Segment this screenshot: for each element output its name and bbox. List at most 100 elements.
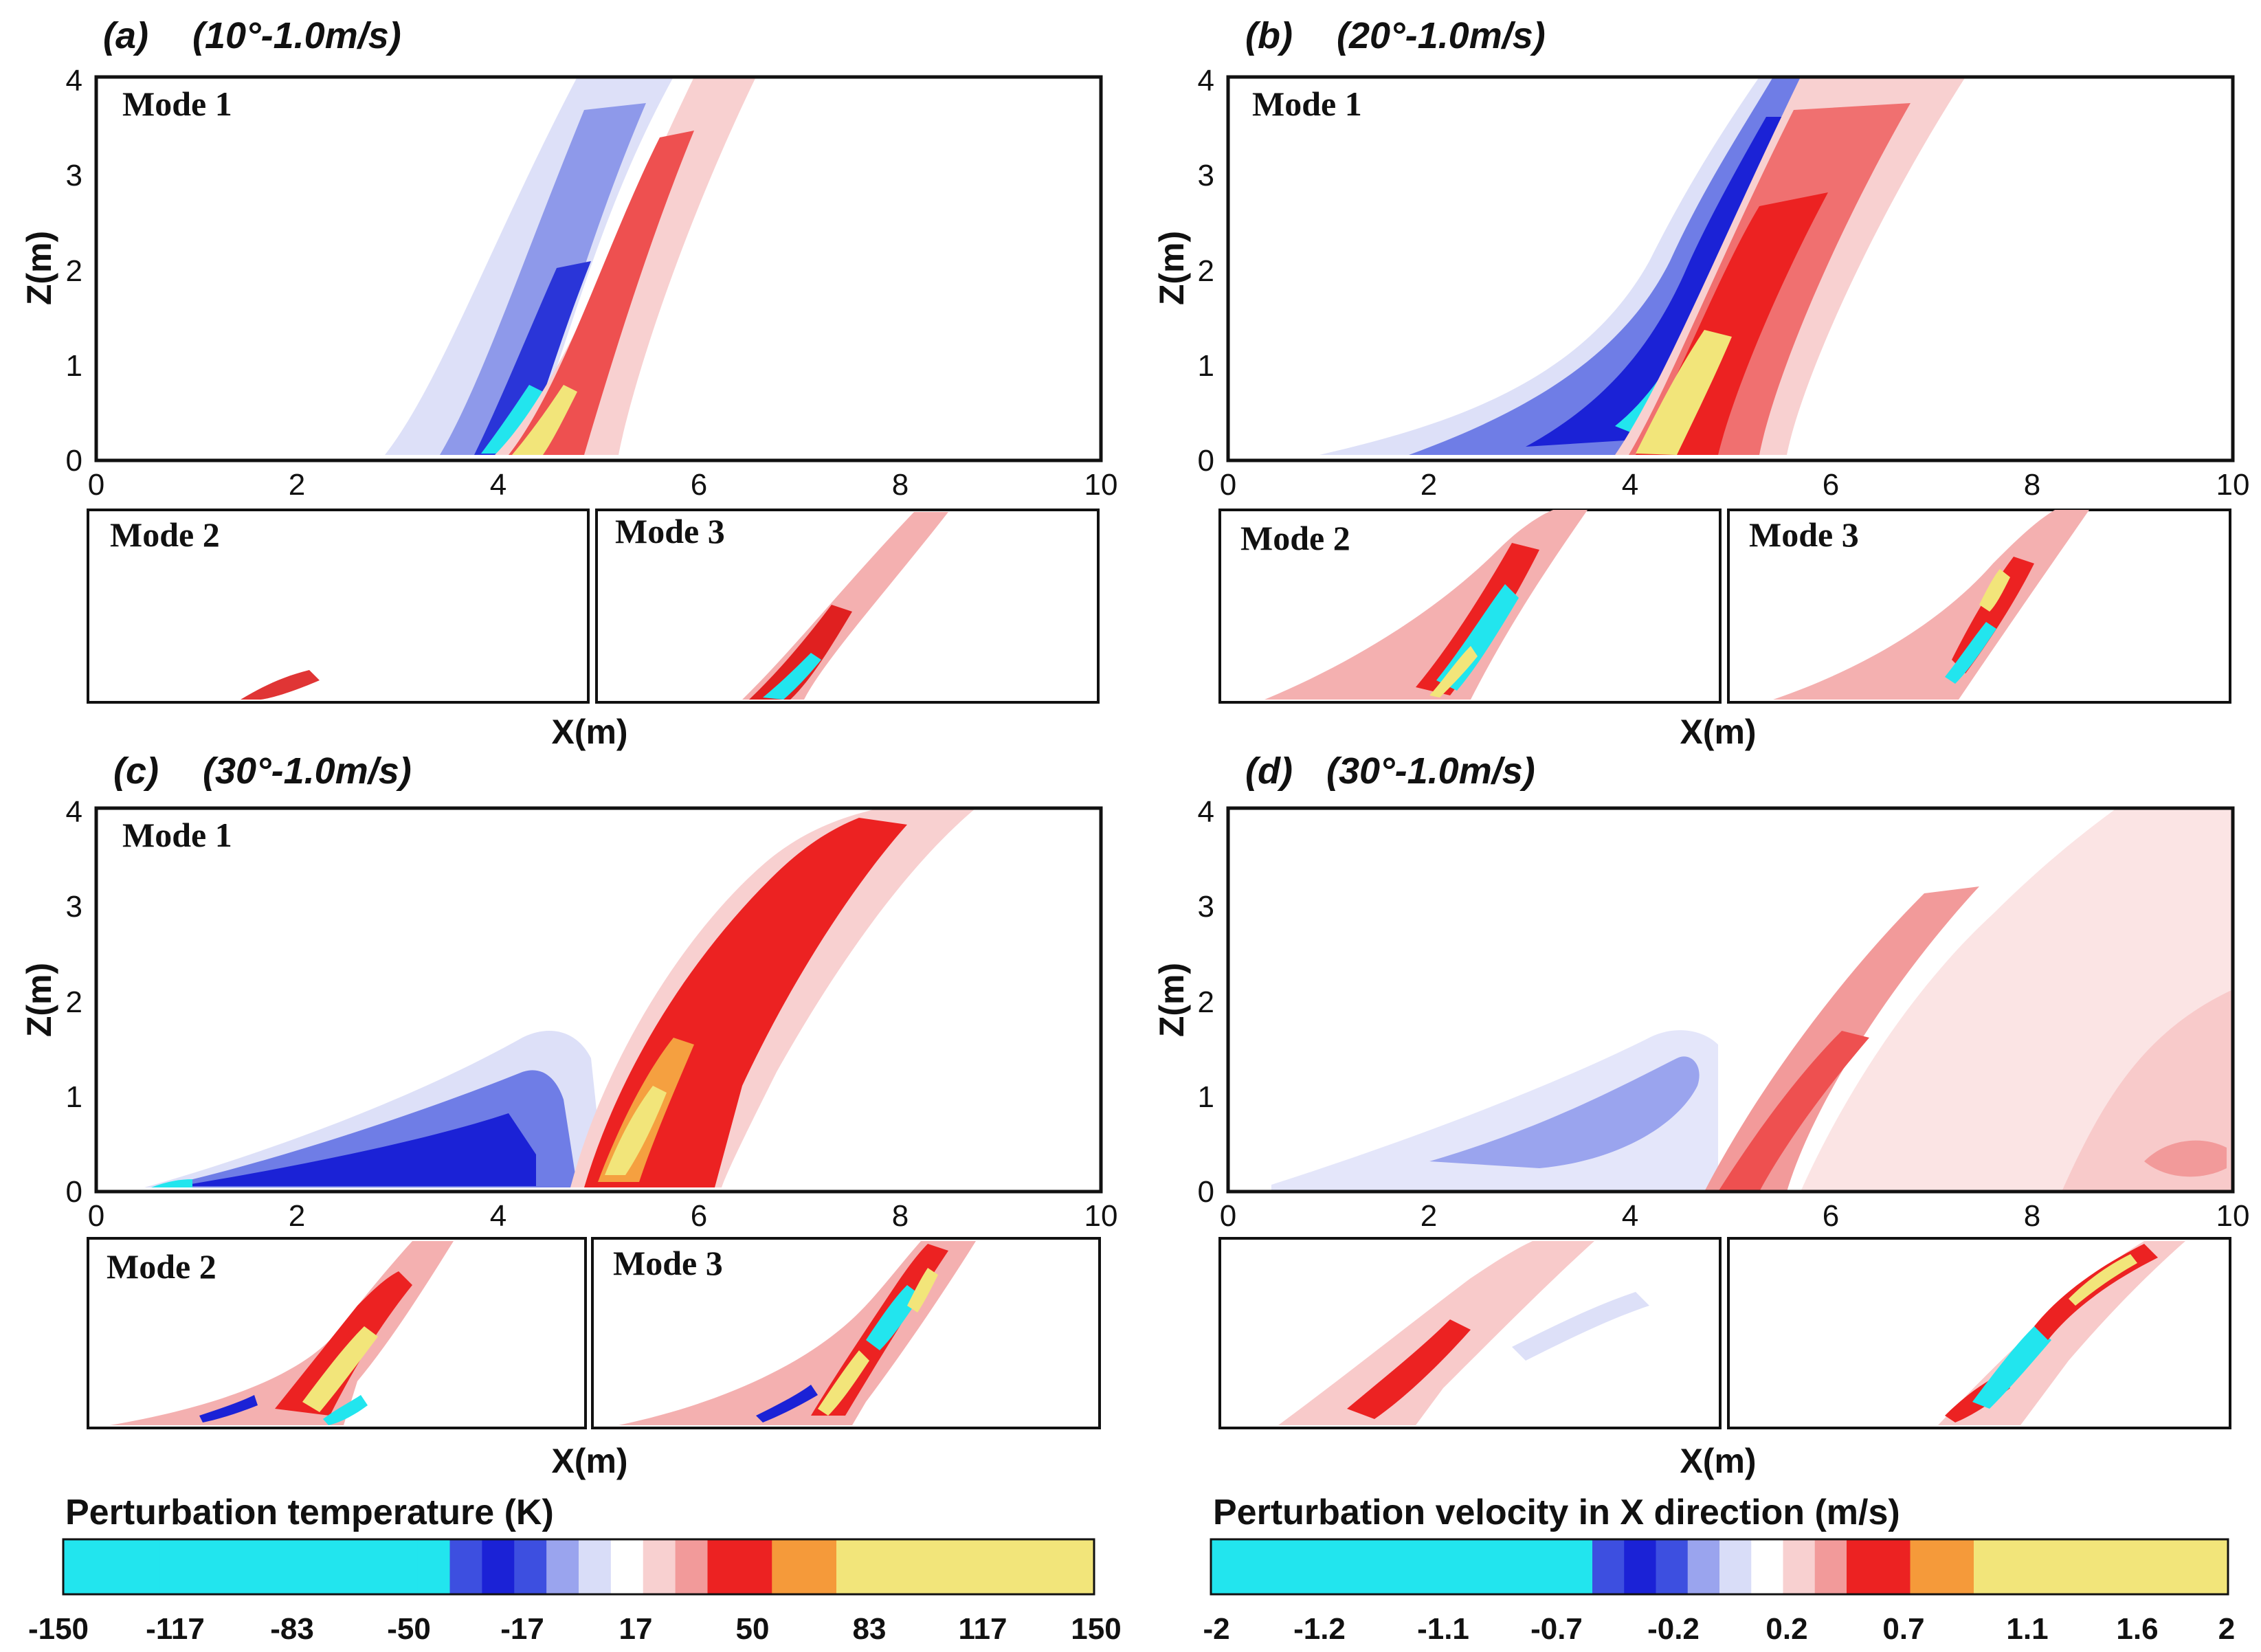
panel-b-ylabel: Z(m) <box>1152 231 1191 305</box>
cb1-cell-29 <box>997 1539 1030 1594</box>
cb2-cell-17 <box>1751 1539 1784 1594</box>
colorbar-velocity-cells <box>1211 1539 2229 1594</box>
colorbar-velocity-title: Perturbation velocity in X direction (m/… <box>1213 1493 1900 1532</box>
d2-red-core <box>1347 1319 1471 1419</box>
cb2-tick-5: 0.2 <box>1766 1612 1807 1646</box>
d-red-core <box>1718 1031 1869 1192</box>
cb2-tick-7: 1.1 <box>2006 1612 2048 1646</box>
panel-d-mode2-plot <box>1218 1237 1722 1429</box>
a-hot-mid <box>509 131 694 455</box>
cb1-cell-28 <box>965 1539 998 1594</box>
cb1-cell-16 <box>579 1539 612 1594</box>
panel-c-ylabel: Z(m) <box>20 963 58 1037</box>
cb2-cell-24 <box>1974 1539 2006 1594</box>
c-xtick-8: 8 <box>892 1199 909 1233</box>
d-xtick-6: 6 <box>1823 1199 1839 1233</box>
panel-a-mode3-plot: Mode 3 <box>595 509 1100 704</box>
c-ytick-1: 1 <box>66 1080 82 1114</box>
a-cold-core <box>474 261 591 455</box>
a-cold-peak <box>481 385 543 454</box>
cb1-cell-0 <box>63 1539 96 1594</box>
cb2-cell-2 <box>1274 1539 1307 1594</box>
c3-yellow <box>818 1350 869 1416</box>
cb2-cell-25 <box>2005 1539 2038 1594</box>
cb1-cell-7 <box>289 1539 322 1594</box>
c-ytick-2: 2 <box>66 985 82 1019</box>
cb1-cell-4 <box>192 1539 225 1594</box>
panel-d-yticks: 0 1 2 3 4 <box>1198 795 1214 1209</box>
b-ytick-1: 1 <box>1198 349 1214 383</box>
a-xtick-8: 8 <box>892 468 909 502</box>
cb2-cell-6 <box>1401 1539 1434 1594</box>
cb2-cell-12 <box>1592 1539 1625 1594</box>
a-ytick-4: 4 <box>66 64 82 98</box>
panel-b-mode3-plot: Mode 3 <box>1727 509 2231 704</box>
cb2-cell-13 <box>1624 1539 1657 1594</box>
panel-a-ylabel: Z(m) <box>20 231 58 305</box>
a-hot-peak <box>512 385 577 455</box>
b3-hot-outer <box>1773 510 2089 700</box>
cb1-tick-3: -50 <box>387 1612 431 1646</box>
cb1-cell-22 <box>772 1539 805 1594</box>
b-cold-core <box>1526 117 1801 447</box>
c3-yellow-b <box>907 1268 938 1313</box>
cb1-cell-25 <box>868 1539 902 1594</box>
b-xtick-8: 8 <box>2024 468 2040 502</box>
colorbar-velocity-ticks: -2 -1.2 -1.1 -0.7 -0.2 0.2 0.7 1.1 1.6 2 <box>1203 1612 2235 1646</box>
colorbar-temperature: Perturbation temperature (K) -150 -117 -… <box>28 1493 1122 1646</box>
cb1-cell-17 <box>610 1539 644 1594</box>
a-xtick-6: 6 <box>691 468 707 502</box>
cb2-cell-1 <box>1243 1539 1276 1594</box>
d-red-blob <box>2144 1140 2227 1177</box>
panel-b-mode1-border <box>1226 75 2235 462</box>
c3-hot-outer <box>619 1241 976 1425</box>
cb2-cell-9 <box>1497 1539 1530 1594</box>
a-ytick-2: 2 <box>66 254 82 288</box>
panel-a-xlabel: X(m) <box>551 713 627 751</box>
cb1-tick-1: -117 <box>146 1612 205 1646</box>
panel-b-label: (b) <box>1245 15 1293 56</box>
b-ytick-0: 0 <box>1198 444 1214 478</box>
d-ytick-1: 1 <box>1198 1080 1214 1114</box>
b-xtick-4: 4 <box>1622 468 1638 502</box>
a-xtick-10: 10 <box>1084 468 1118 502</box>
panel-b-mode1-plot: Mode 1 Z(m) 0 1 2 3 4 0 2 4 6 8 10 <box>1152 64 2249 502</box>
cb2-tick-6: 0.7 <box>1882 1612 1924 1646</box>
b-ytick-3: 3 <box>1198 159 1214 192</box>
d2-blue-band <box>1512 1292 1649 1361</box>
panel-c-mode3-plot: Mode 3 <box>591 1237 1101 1429</box>
c3-cyan <box>866 1285 921 1350</box>
b-xtick-2: 2 <box>1421 468 1437 502</box>
panel-d-condition: (30°-1.0m/s) <box>1326 750 1535 792</box>
d3-cyan <box>1972 1326 2051 1409</box>
panel-c-plume <box>144 808 976 1187</box>
panel-c-xticks: 0 2 4 6 8 10 <box>88 1199 1118 1233</box>
panel-a-mode2-label: Mode 2 <box>110 515 220 554</box>
panel-d-xlabel: X(m) <box>1680 1442 1756 1480</box>
cb1-tick-7: 83 <box>853 1612 887 1646</box>
c3-cold-blue <box>756 1385 818 1422</box>
panel-a-mode3-label: Mode 3 <box>615 512 725 550</box>
panel-a-mode2-plot: Mode 2 <box>87 509 590 704</box>
d-xtick-2: 2 <box>1421 1199 1437 1233</box>
panel-b-xlabel: X(m) <box>1680 713 1756 751</box>
d-ytick-4: 4 <box>1198 795 1214 829</box>
b-xtick-10: 10 <box>2216 468 2250 502</box>
cb2-cell-0 <box>1211 1539 1243 1594</box>
d-xtick-4: 4 <box>1622 1199 1638 1233</box>
cb1-cell-3 <box>159 1539 193 1594</box>
d-ytick-2: 2 <box>1198 985 1214 1019</box>
panel-d-ylabel: Z(m) <box>1152 963 1191 1037</box>
cb1-tick-6: 50 <box>736 1612 770 1646</box>
cb1-tick-0: -150 <box>28 1612 89 1646</box>
cb2-cell-7 <box>1433 1539 1466 1594</box>
d-xtick-0: 0 <box>1220 1199 1236 1233</box>
cb1-cell-30 <box>1029 1539 1062 1594</box>
cb1-cell-19 <box>675 1539 709 1594</box>
panel-b-mode3-label: Mode 3 <box>1749 515 1859 554</box>
a-ytick-3: 3 <box>66 159 82 192</box>
cb1-cell-24 <box>836 1539 869 1594</box>
cb1-cell-31 <box>1062 1539 1095 1594</box>
cb2-cell-18 <box>1783 1539 1816 1594</box>
c-xtick-2: 2 <box>289 1199 305 1233</box>
